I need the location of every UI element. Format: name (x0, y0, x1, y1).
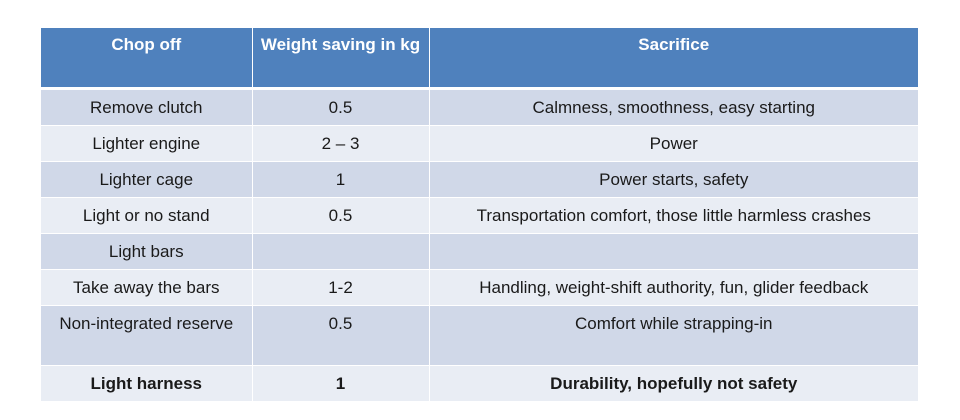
weight-saving-cell: 1 (251, 364, 429, 401)
chop-off-cell: Light harness (41, 364, 252, 401)
table-row: Lighter cage 1 Power starts, safety (41, 160, 918, 197)
weight-saving-table-container: Chop off Weight saving in kg Sacrifice R… (41, 28, 918, 401)
weight-saving-cell: 0.5 (251, 87, 429, 125)
chop-off-cell: Light bars (41, 232, 252, 269)
sacrifice-cell: Calmness, smoothness, easy starting (428, 87, 918, 125)
sacrifice-cell: Power starts, safety (428, 160, 918, 197)
chop-off-cell: Non-integrated reserve (41, 304, 252, 365)
sacrifice-cell: Comfort while strapping-in (428, 304, 918, 365)
column-header-chop-off: Chop off (41, 28, 252, 90)
weight-saving-cell: 0.5 (251, 304, 429, 365)
table-row: Remove clutch 0.5 Calmness, smoothness, … (41, 87, 918, 125)
sacrifice-cell (428, 232, 918, 269)
table-header-row: Chop off Weight saving in kg Sacrifice (41, 28, 918, 90)
weight-saving-cell: 2 – 3 (251, 124, 429, 161)
sacrifice-cell: Power (428, 124, 918, 161)
table-row: Lighter engine 2 – 3 Power (41, 124, 918, 161)
weight-saving-cell (251, 232, 429, 269)
table-row: Light or no stand 0.5 Transportation com… (41, 196, 918, 233)
sacrifice-cell: Handling, weight-shift authority, fun, g… (428, 268, 918, 305)
weight-saving-table: Chop off Weight saving in kg Sacrifice R… (41, 28, 918, 401)
table-row: Light bars (41, 232, 918, 269)
column-header-weight-saving: Weight saving in kg (251, 28, 429, 90)
column-header-sacrifice: Sacrifice (428, 28, 918, 90)
table-row: Light harness 1 Durability, hopefully no… (41, 364, 918, 401)
chop-off-cell: Lighter cage (41, 160, 252, 197)
chop-off-cell: Remove clutch (41, 87, 252, 125)
weight-saving-cell: 1 (251, 160, 429, 197)
weight-saving-cell: 0.5 (251, 196, 429, 233)
chop-off-cell: Take away the bars (41, 268, 252, 305)
sacrifice-cell: Durability, hopefully not safety (428, 364, 918, 401)
chop-off-cell: Lighter engine (41, 124, 252, 161)
weight-saving-cell: 1-2 (251, 268, 429, 305)
table-row: Take away the bars 1-2 Handling, weight-… (41, 268, 918, 305)
table-row: Non-integrated reserve 0.5 Comfort while… (41, 304, 918, 365)
sacrifice-cell: Transportation comfort, those little har… (428, 196, 918, 233)
chop-off-cell: Light or no stand (41, 196, 252, 233)
